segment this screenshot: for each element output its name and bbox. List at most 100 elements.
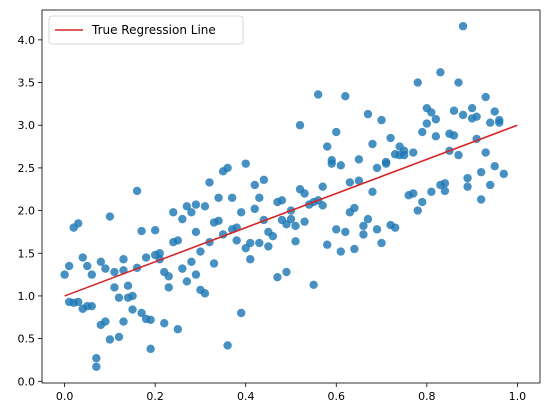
data-point <box>368 187 377 197</box>
data-point <box>214 193 223 202</box>
data-point <box>386 133 395 143</box>
data-point <box>481 148 490 157</box>
data-point <box>372 225 382 234</box>
data-point <box>101 317 110 326</box>
y-tick-label: 0.5 <box>18 333 36 346</box>
plot-area <box>42 10 540 383</box>
data-point <box>187 257 196 266</box>
data-point <box>431 115 441 124</box>
x-tick-label: 0.4 <box>237 390 255 403</box>
regression-line-layer <box>64 124 518 297</box>
data-point <box>350 244 359 254</box>
y-tick-label: 3.0 <box>18 119 36 132</box>
y-tick-label: 2.5 <box>18 162 36 175</box>
data-point <box>132 186 142 196</box>
scatter-points <box>60 22 508 371</box>
data-point <box>300 217 309 226</box>
data-point <box>463 173 472 183</box>
x-axis: 0.0 0.2 0.4 0.6 0.8 1.0 <box>56 383 526 403</box>
data-point <box>246 255 255 264</box>
data-point <box>431 132 441 141</box>
data-point <box>83 261 92 271</box>
data-point <box>110 283 119 292</box>
data-point <box>223 163 232 173</box>
data-point <box>323 240 332 249</box>
data-point <box>427 108 436 117</box>
data-point <box>476 167 486 177</box>
data-point <box>418 197 427 207</box>
data-point <box>336 161 345 170</box>
data-point <box>200 202 210 211</box>
data-point <box>354 176 364 185</box>
data-point <box>458 22 468 31</box>
data-point <box>413 78 422 87</box>
data-point <box>128 305 137 314</box>
data-point <box>486 118 495 127</box>
data-point <box>377 238 386 248</box>
data-point <box>409 189 418 198</box>
data-point <box>191 270 201 279</box>
data-point <box>255 238 264 248</box>
data-point <box>205 178 214 187</box>
data-point <box>169 208 178 217</box>
data-point <box>282 267 291 277</box>
data-point <box>182 202 192 211</box>
data-point <box>481 92 490 102</box>
data-point <box>164 283 173 292</box>
data-point <box>368 139 377 149</box>
data-point <box>436 68 445 77</box>
data-point <box>196 247 205 256</box>
data-point <box>255 193 264 202</box>
data-point <box>74 219 83 228</box>
data-point <box>495 115 504 125</box>
data-point <box>350 203 359 213</box>
data-point <box>150 226 160 235</box>
data-point <box>141 253 151 262</box>
data-point <box>237 308 246 318</box>
y-tick-label: 3.5 <box>18 77 36 90</box>
data-point <box>74 297 83 307</box>
y-tick-label: 4.0 <box>18 34 36 47</box>
data-point <box>418 127 427 137</box>
data-point <box>246 238 255 248</box>
data-point <box>345 178 355 187</box>
data-point <box>182 277 192 286</box>
data-point <box>78 253 87 262</box>
data-point <box>178 214 187 224</box>
data-point <box>422 119 432 128</box>
data-point <box>363 214 373 224</box>
data-point <box>105 212 115 221</box>
data-point <box>341 227 350 237</box>
data-point <box>250 204 259 214</box>
data-point <box>268 231 278 241</box>
data-point <box>318 182 327 191</box>
data-point <box>137 226 146 236</box>
data-point <box>264 242 273 251</box>
data-point <box>409 148 418 157</box>
data-point <box>467 103 477 113</box>
data-point <box>390 223 400 232</box>
data-point <box>96 257 106 266</box>
data-point <box>110 267 119 277</box>
plot-frame <box>41 9 541 384</box>
data-point <box>427 187 436 197</box>
y-tick-label: 0.0 <box>18 375 36 388</box>
data-point <box>341 92 350 101</box>
data-point <box>105 335 115 344</box>
data-point <box>472 112 481 121</box>
data-point <box>336 247 345 256</box>
data-point <box>87 301 97 311</box>
y-tick-label: 2.0 <box>18 205 36 218</box>
data-point <box>223 341 232 350</box>
data-point <box>92 354 101 363</box>
data-point <box>178 264 187 273</box>
data-point <box>354 155 364 164</box>
data-point <box>250 180 259 190</box>
data-point <box>440 179 450 188</box>
data-point <box>454 150 463 160</box>
data-point <box>291 237 300 246</box>
data-point <box>381 157 391 167</box>
data-point <box>191 200 201 209</box>
data-point <box>413 206 422 215</box>
data-point <box>146 315 155 325</box>
